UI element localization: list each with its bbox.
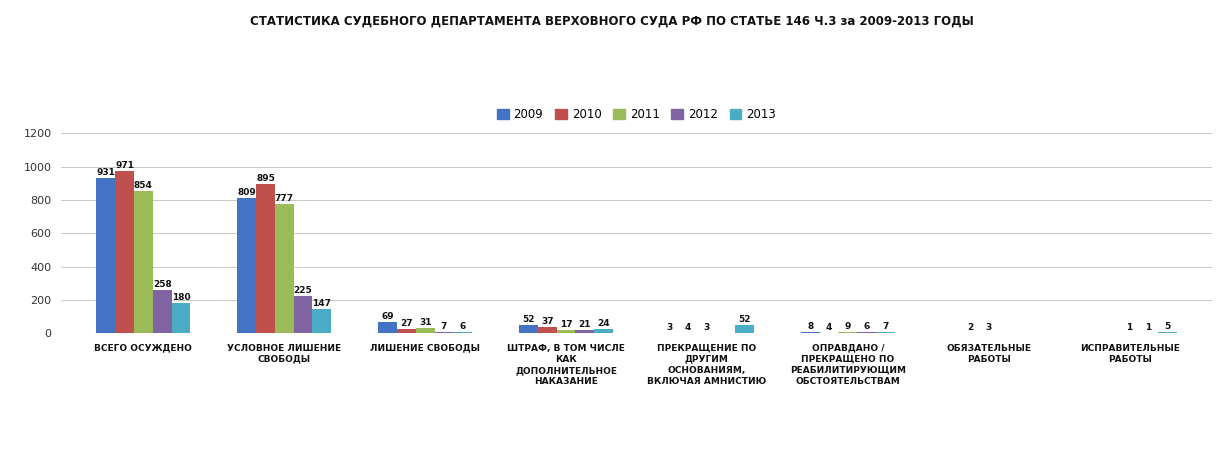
Bar bbox=[378, 322, 397, 333]
Text: 24: 24 bbox=[597, 319, 610, 328]
Text: СТАТИСТИКА СУДЕБНОГО ДЕПАРТАМЕНТА ВЕРХОВНОГО СУДА РФ ПО СТАТЬЕ 146 Ч.3 за 2009-2: СТАТИСТИКА СУДЕБНОГО ДЕПАРТАМЕНТА ВЕРХОВ… bbox=[250, 14, 974, 27]
Text: 3: 3 bbox=[704, 323, 710, 332]
Bar bbox=[857, 332, 876, 333]
Bar bbox=[115, 171, 133, 333]
Bar bbox=[416, 328, 435, 333]
Text: 1: 1 bbox=[1126, 323, 1132, 332]
Bar bbox=[838, 332, 857, 333]
Bar bbox=[519, 325, 537, 333]
Text: 52: 52 bbox=[738, 315, 750, 324]
Bar bbox=[800, 332, 820, 333]
Bar bbox=[171, 303, 191, 333]
Text: 225: 225 bbox=[294, 286, 312, 295]
Text: 3: 3 bbox=[666, 323, 672, 332]
Bar bbox=[275, 204, 294, 333]
Bar bbox=[435, 332, 453, 333]
Text: 6: 6 bbox=[863, 322, 870, 331]
Text: 5: 5 bbox=[1164, 322, 1170, 331]
Text: 809: 809 bbox=[237, 188, 256, 198]
Text: 17: 17 bbox=[559, 320, 573, 329]
Bar bbox=[153, 290, 171, 333]
Text: 147: 147 bbox=[312, 299, 332, 307]
Text: 2: 2 bbox=[967, 323, 973, 332]
Bar bbox=[294, 296, 312, 333]
Text: 971: 971 bbox=[115, 161, 135, 170]
Bar bbox=[97, 178, 115, 333]
Bar bbox=[594, 329, 613, 333]
Legend: 2009, 2010, 2011, 2012, 2013: 2009, 2010, 2011, 2012, 2013 bbox=[492, 103, 781, 126]
Text: 7: 7 bbox=[883, 322, 889, 331]
Text: 4: 4 bbox=[826, 323, 832, 332]
Bar bbox=[397, 329, 416, 333]
Bar bbox=[876, 332, 895, 333]
Text: 4: 4 bbox=[685, 323, 692, 332]
Text: 1: 1 bbox=[1146, 323, 1152, 332]
Text: 777: 777 bbox=[274, 194, 294, 203]
Text: 52: 52 bbox=[523, 315, 535, 324]
Text: 931: 931 bbox=[97, 168, 115, 177]
Text: 7: 7 bbox=[441, 322, 447, 331]
Text: 37: 37 bbox=[541, 317, 553, 326]
Bar bbox=[256, 184, 275, 333]
Text: 31: 31 bbox=[419, 318, 431, 327]
Text: 895: 895 bbox=[256, 174, 275, 183]
Bar bbox=[133, 191, 153, 333]
Bar bbox=[575, 330, 594, 333]
Text: 3: 3 bbox=[985, 323, 991, 332]
Bar bbox=[453, 332, 472, 333]
Text: 180: 180 bbox=[171, 293, 190, 302]
Bar bbox=[1158, 332, 1176, 333]
Bar bbox=[312, 309, 332, 333]
Bar bbox=[237, 198, 256, 333]
Text: 6: 6 bbox=[459, 322, 466, 331]
Text: 27: 27 bbox=[400, 319, 412, 327]
Text: 21: 21 bbox=[579, 320, 591, 329]
Text: 258: 258 bbox=[153, 280, 171, 289]
Bar bbox=[537, 327, 557, 333]
Bar bbox=[736, 325, 754, 333]
Text: 9: 9 bbox=[845, 322, 851, 331]
Text: 69: 69 bbox=[381, 312, 394, 321]
Text: 8: 8 bbox=[807, 322, 814, 331]
Text: 854: 854 bbox=[133, 181, 153, 190]
Bar bbox=[557, 330, 575, 333]
